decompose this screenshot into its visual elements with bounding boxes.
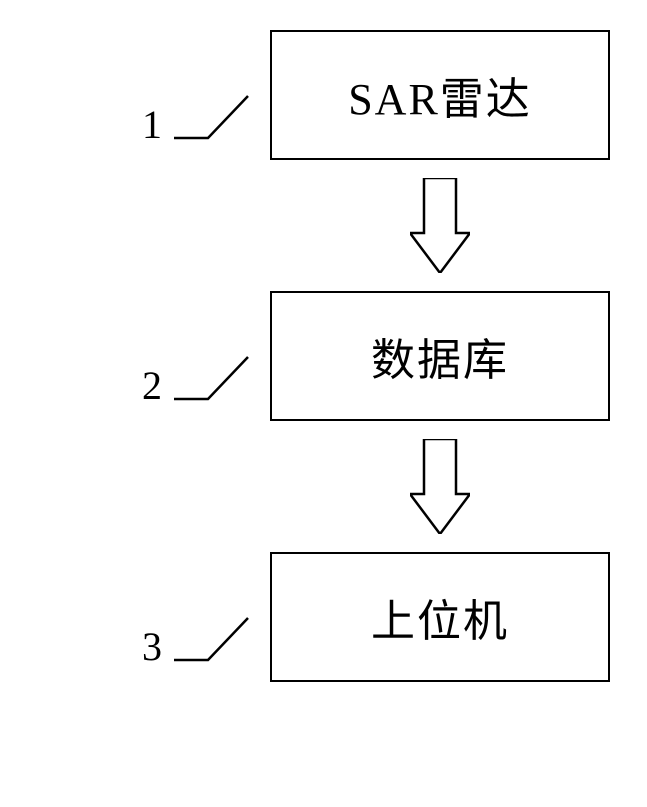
node-number-1: 1 <box>142 101 162 148</box>
node-box-1: 1 SAR雷达 <box>270 30 610 160</box>
node-number-2: 2 <box>142 362 162 409</box>
node-label-1: SAR雷达 <box>348 63 532 127</box>
node-box-3: 3 上位机 <box>270 552 610 682</box>
node-label-3: 上位机 <box>371 585 509 649</box>
label-group-1: 1 <box>142 92 250 148</box>
node-box-2: 2 数据库 <box>270 291 610 421</box>
flowchart-container: 1 SAR雷达 2 数据库 3 上位机 <box>130 30 610 682</box>
leader-line-icon <box>172 353 250 401</box>
leader-line-icon <box>172 92 250 140</box>
arrow-1 <box>270 160 610 291</box>
label-group-3: 3 <box>142 614 250 670</box>
down-arrow-icon <box>410 178 470 273</box>
arrow-2 <box>270 421 610 552</box>
label-group-2: 2 <box>142 353 250 409</box>
node-number-3: 3 <box>142 623 162 670</box>
down-arrow-icon <box>410 439 470 534</box>
leader-line-icon <box>172 614 250 662</box>
node-label-2: 数据库 <box>371 324 509 388</box>
